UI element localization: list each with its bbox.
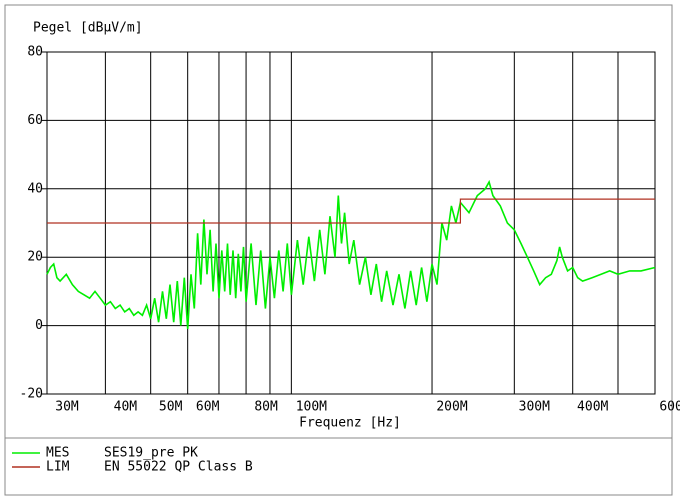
- x-tick-label: 400M: [577, 400, 608, 415]
- legend-description: EN 55022 QP Class B: [104, 460, 253, 475]
- y-tick-label: 20: [27, 250, 43, 265]
- y-tick-label: -20: [20, 387, 43, 402]
- x-tick-label: 30M: [55, 400, 79, 415]
- y-tick-label: 40: [27, 181, 43, 196]
- chart-title: Pegel [dBµV/m]: [33, 21, 143, 36]
- legend-name: LIM: [46, 460, 70, 475]
- x-tick-label: 100M: [296, 400, 327, 415]
- x-tick-label: 300M: [519, 400, 550, 415]
- x-tick-label: 50M: [159, 400, 183, 415]
- y-tick-label: 0: [35, 318, 43, 333]
- legend-description: SES19_pre PK: [104, 446, 198, 461]
- x-axis-label: Frequenz [Hz]: [299, 416, 401, 431]
- y-tick-label: 80: [27, 45, 43, 60]
- x-tick-label: 40M: [114, 400, 138, 415]
- x-tick-label: 60M: [196, 400, 220, 415]
- series-line: [47, 198, 655, 224]
- y-tick-label: 60: [27, 113, 43, 128]
- series-line: [46, 179, 656, 330]
- x-tick-label: 200M: [436, 400, 467, 415]
- legend-name: MES: [46, 446, 69, 461]
- x-tick-label: 80M: [254, 400, 278, 415]
- frame: [4, 4, 673, 496]
